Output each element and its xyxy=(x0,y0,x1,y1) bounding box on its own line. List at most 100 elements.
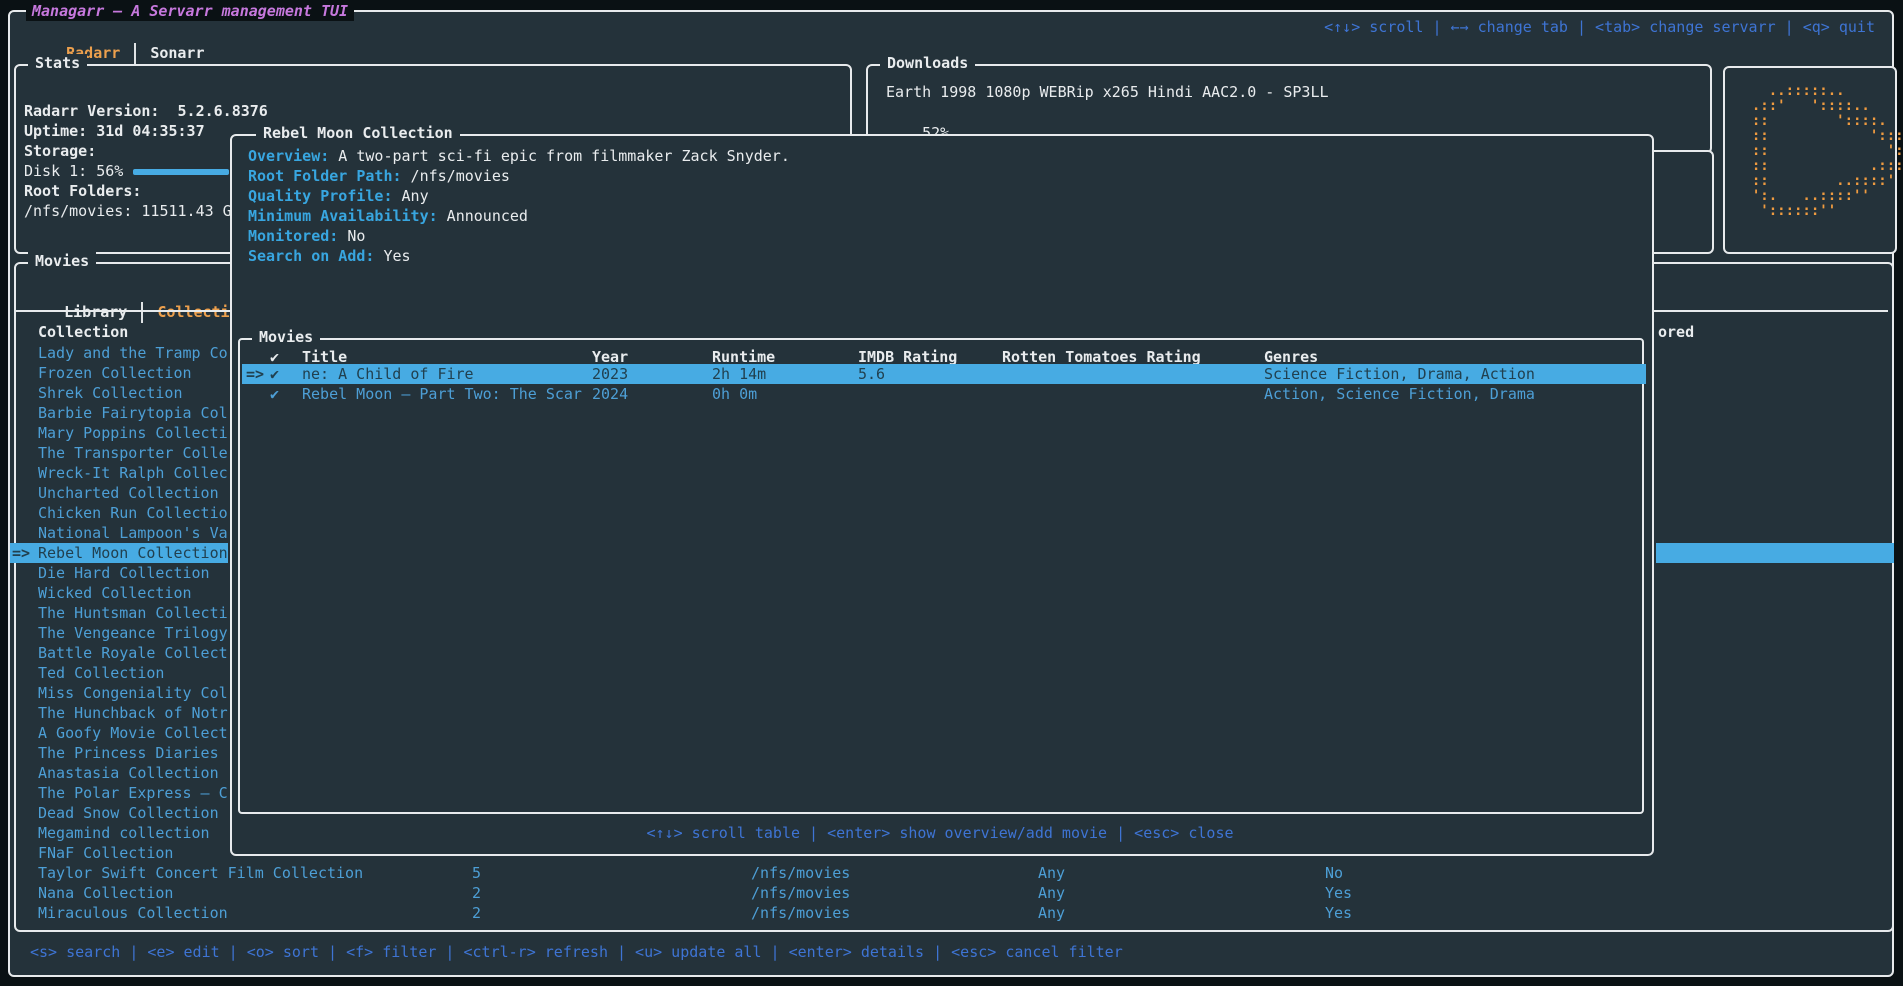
collection-row[interactable]: Lady and the Tramp Co xyxy=(10,343,1894,363)
collection-name: Frozen Collection xyxy=(38,364,192,382)
row-highlight-left xyxy=(10,543,228,563)
collection-name: Taylor Swift Concert Film Collection xyxy=(38,864,364,882)
movie-imdb-rating: 5.6 xyxy=(858,365,886,383)
modal-field: Monitored: No xyxy=(248,226,365,246)
movie-monitored-check: ✔ xyxy=(270,385,280,403)
collection-name: Chicken Run Collectio xyxy=(38,504,228,522)
modal-field: Minimum Availability: Announced xyxy=(248,206,528,226)
movie-row[interactable]: => ✔ ne: A Child of Fire 2023 2h 14m 5.6 Scien… xyxy=(242,364,1646,384)
collection-row[interactable]: Ted Collection xyxy=(10,663,1894,683)
collection-row[interactable]: => Rebel Moon Collection xyxy=(10,543,1894,563)
collection-name: Dead Snow Collection xyxy=(38,804,219,822)
collection-name: Anastasia Collection xyxy=(38,764,219,782)
stats-line-text: Disk 1: 56% xyxy=(24,162,124,180)
collection-name: The Huntsman Collecti xyxy=(38,604,228,622)
tab-library[interactable]: Library xyxy=(64,303,128,321)
app-title: Managarr – A Servarr management TUI xyxy=(26,1,355,21)
movie-row[interactable]: ✔ Rebel Moon – Part Two: The Scar 2024 0h 0… xyxy=(242,384,1646,404)
collection-movie-count: 2 xyxy=(472,884,482,902)
collection-row[interactable]: Anastasia Collection xyxy=(10,763,1894,783)
movie-title: Rebel Moon – Part Two: The Scar xyxy=(302,385,582,403)
modal-movies-header: ✔ Title Year Runtime IMDB Rating Rotten Tomat… xyxy=(242,348,1646,368)
stats-line: Uptime: 31d 04:35:37 xyxy=(24,121,205,141)
collection-row[interactable]: The Hunchback of Notr xyxy=(10,703,1894,723)
managarr-play-logo-icon: ..:::::.. .::' '::::.. :: '::::. :: ':::… xyxy=(1751,83,1903,219)
movie-title: ne: A Child of Fire xyxy=(302,365,474,383)
collection-row[interactable]: Nana Collection 2/nfs/movies Any Yes xyxy=(10,883,1894,903)
modal-field: Overview: A two-part sci-fi epic from fi… xyxy=(248,146,790,166)
modal-field: Search on Add: Yes xyxy=(248,246,411,266)
collection-name: National Lampoon's Va xyxy=(38,524,228,542)
tab-sonarr[interactable]: Sonarr xyxy=(150,44,205,62)
stats-line-text: Storage: xyxy=(24,142,97,160)
collection-row[interactable]: Battle Royale Collect xyxy=(10,643,1894,663)
collection-row[interactable]: Wicked Collection xyxy=(10,583,1894,603)
collection-name: Battle Royale Collect xyxy=(38,644,228,662)
collection-row[interactable]: Megamind collection xyxy=(10,823,1894,843)
collection-row[interactable]: Miraculous Collection 2/nfs/movies Any Yes xyxy=(10,903,1894,923)
collection-row[interactable]: Taylor Swift Concert Film Collection 5/nf… xyxy=(10,863,1894,883)
collection-row[interactable]: Die Hard Collection xyxy=(10,563,1894,583)
collection-name: Shrek Collection xyxy=(38,384,183,402)
stats-line-text: Radarr Version: 5.2.6.8376 xyxy=(24,102,268,120)
modal-field: Root Folder Path: /nfs/movies xyxy=(248,166,510,186)
download-item: Earth 1998 1080p WEBRip x265 Hindi AAC2.… xyxy=(886,83,1329,101)
field-label: Monitored: xyxy=(248,227,339,245)
movie-row-highlight xyxy=(242,364,1646,384)
collection-name: Miraculous Collection xyxy=(38,904,228,922)
collection-name: The Hunchback of Notr xyxy=(38,704,228,722)
collection-quality-profile: Any xyxy=(1038,864,1066,882)
collection-row[interactable]: Shrek Collection xyxy=(10,383,1894,403)
collection-row[interactable]: The Huntsman Collecti xyxy=(10,603,1894,623)
collection-row[interactable]: Uncharted Collection xyxy=(10,483,1894,503)
collection-name: FNaF Collection xyxy=(38,844,174,862)
collection-movie-count: 2 xyxy=(472,904,482,922)
collection-row[interactable]: National Lampoon's Va xyxy=(10,523,1894,543)
stats-line: /nfs/movies: 11511.43 GB xyxy=(24,201,241,221)
collection-row[interactable]: Wreck-It Ralph Collec xyxy=(10,463,1894,483)
stats-line-text: /nfs/movies: 11511.43 GB xyxy=(24,202,241,220)
collection-name: Die Hard Collection xyxy=(38,564,210,582)
collection-row[interactable]: Barbie Fairytopia Col xyxy=(10,403,1894,423)
downloads-panel-title: Downloads xyxy=(880,54,976,72)
collection-row[interactable]: Mary Poppins Collecti xyxy=(10,423,1894,443)
collection-row[interactable]: Miss Congeniality Col xyxy=(10,683,1894,703)
field-label: Minimum Availability: xyxy=(248,207,438,225)
stats-line: Disk 1: 56% xyxy=(24,161,230,181)
field-label: Search on Add: xyxy=(248,247,375,265)
tab-separator xyxy=(134,43,137,64)
collection-row[interactable]: The Vengeance Trilogy xyxy=(10,623,1894,643)
collection-row[interactable]: Frozen Collection xyxy=(10,363,1894,383)
field-label: Quality Profile: xyxy=(248,187,393,205)
selection-marker: => xyxy=(12,544,31,562)
stats-panel-title: Stats xyxy=(28,54,88,72)
row-highlight-right xyxy=(1656,543,1894,563)
collection-row[interactable]: The Transporter Colle xyxy=(10,443,1894,463)
collection-row[interactable]: A Goofy Movie Collect xyxy=(10,723,1894,743)
collection-name: The Vengeance Trilogy xyxy=(38,624,228,642)
movie-monitored-check: ✔ xyxy=(270,365,280,383)
collection-name: A Goofy Movie Collect xyxy=(38,724,228,742)
movie-year: 2023 xyxy=(592,365,629,383)
field-value: No xyxy=(338,227,366,245)
collection-row[interactable]: The Princess Diaries xyxy=(10,743,1894,763)
collection-row[interactable]: Chicken Run Collectio xyxy=(10,503,1894,523)
collection-row[interactable]: FNaF Collection xyxy=(10,843,1894,863)
collection-name: Nana Collection xyxy=(38,884,174,902)
selection-marker: => xyxy=(246,365,265,383)
movies-header-title: Title xyxy=(302,348,348,366)
collection-root-folder: /nfs/movies xyxy=(751,904,851,922)
collections-header-monitored-truncated: ored xyxy=(1658,323,1695,341)
stats-line-text: Root Folders: xyxy=(24,182,142,200)
collection-name: The Polar Express – C xyxy=(38,784,228,802)
stats-line: Radarr Version: 5.2.6.8376 xyxy=(24,101,268,121)
field-value: /nfs/movies xyxy=(401,167,510,185)
movies-header-imdb: IMDB Rating xyxy=(858,348,958,366)
collection-search-on-add: Yes xyxy=(1325,904,1353,922)
collection-row[interactable]: Dead Snow Collection xyxy=(10,803,1894,823)
collection-name: Miss Congeniality Col xyxy=(38,684,228,702)
collection-row[interactable]: The Polar Express – C xyxy=(10,783,1894,803)
collection-search-on-add: Yes xyxy=(1325,884,1353,902)
modal-movies-box: Movies xyxy=(238,328,1644,814)
